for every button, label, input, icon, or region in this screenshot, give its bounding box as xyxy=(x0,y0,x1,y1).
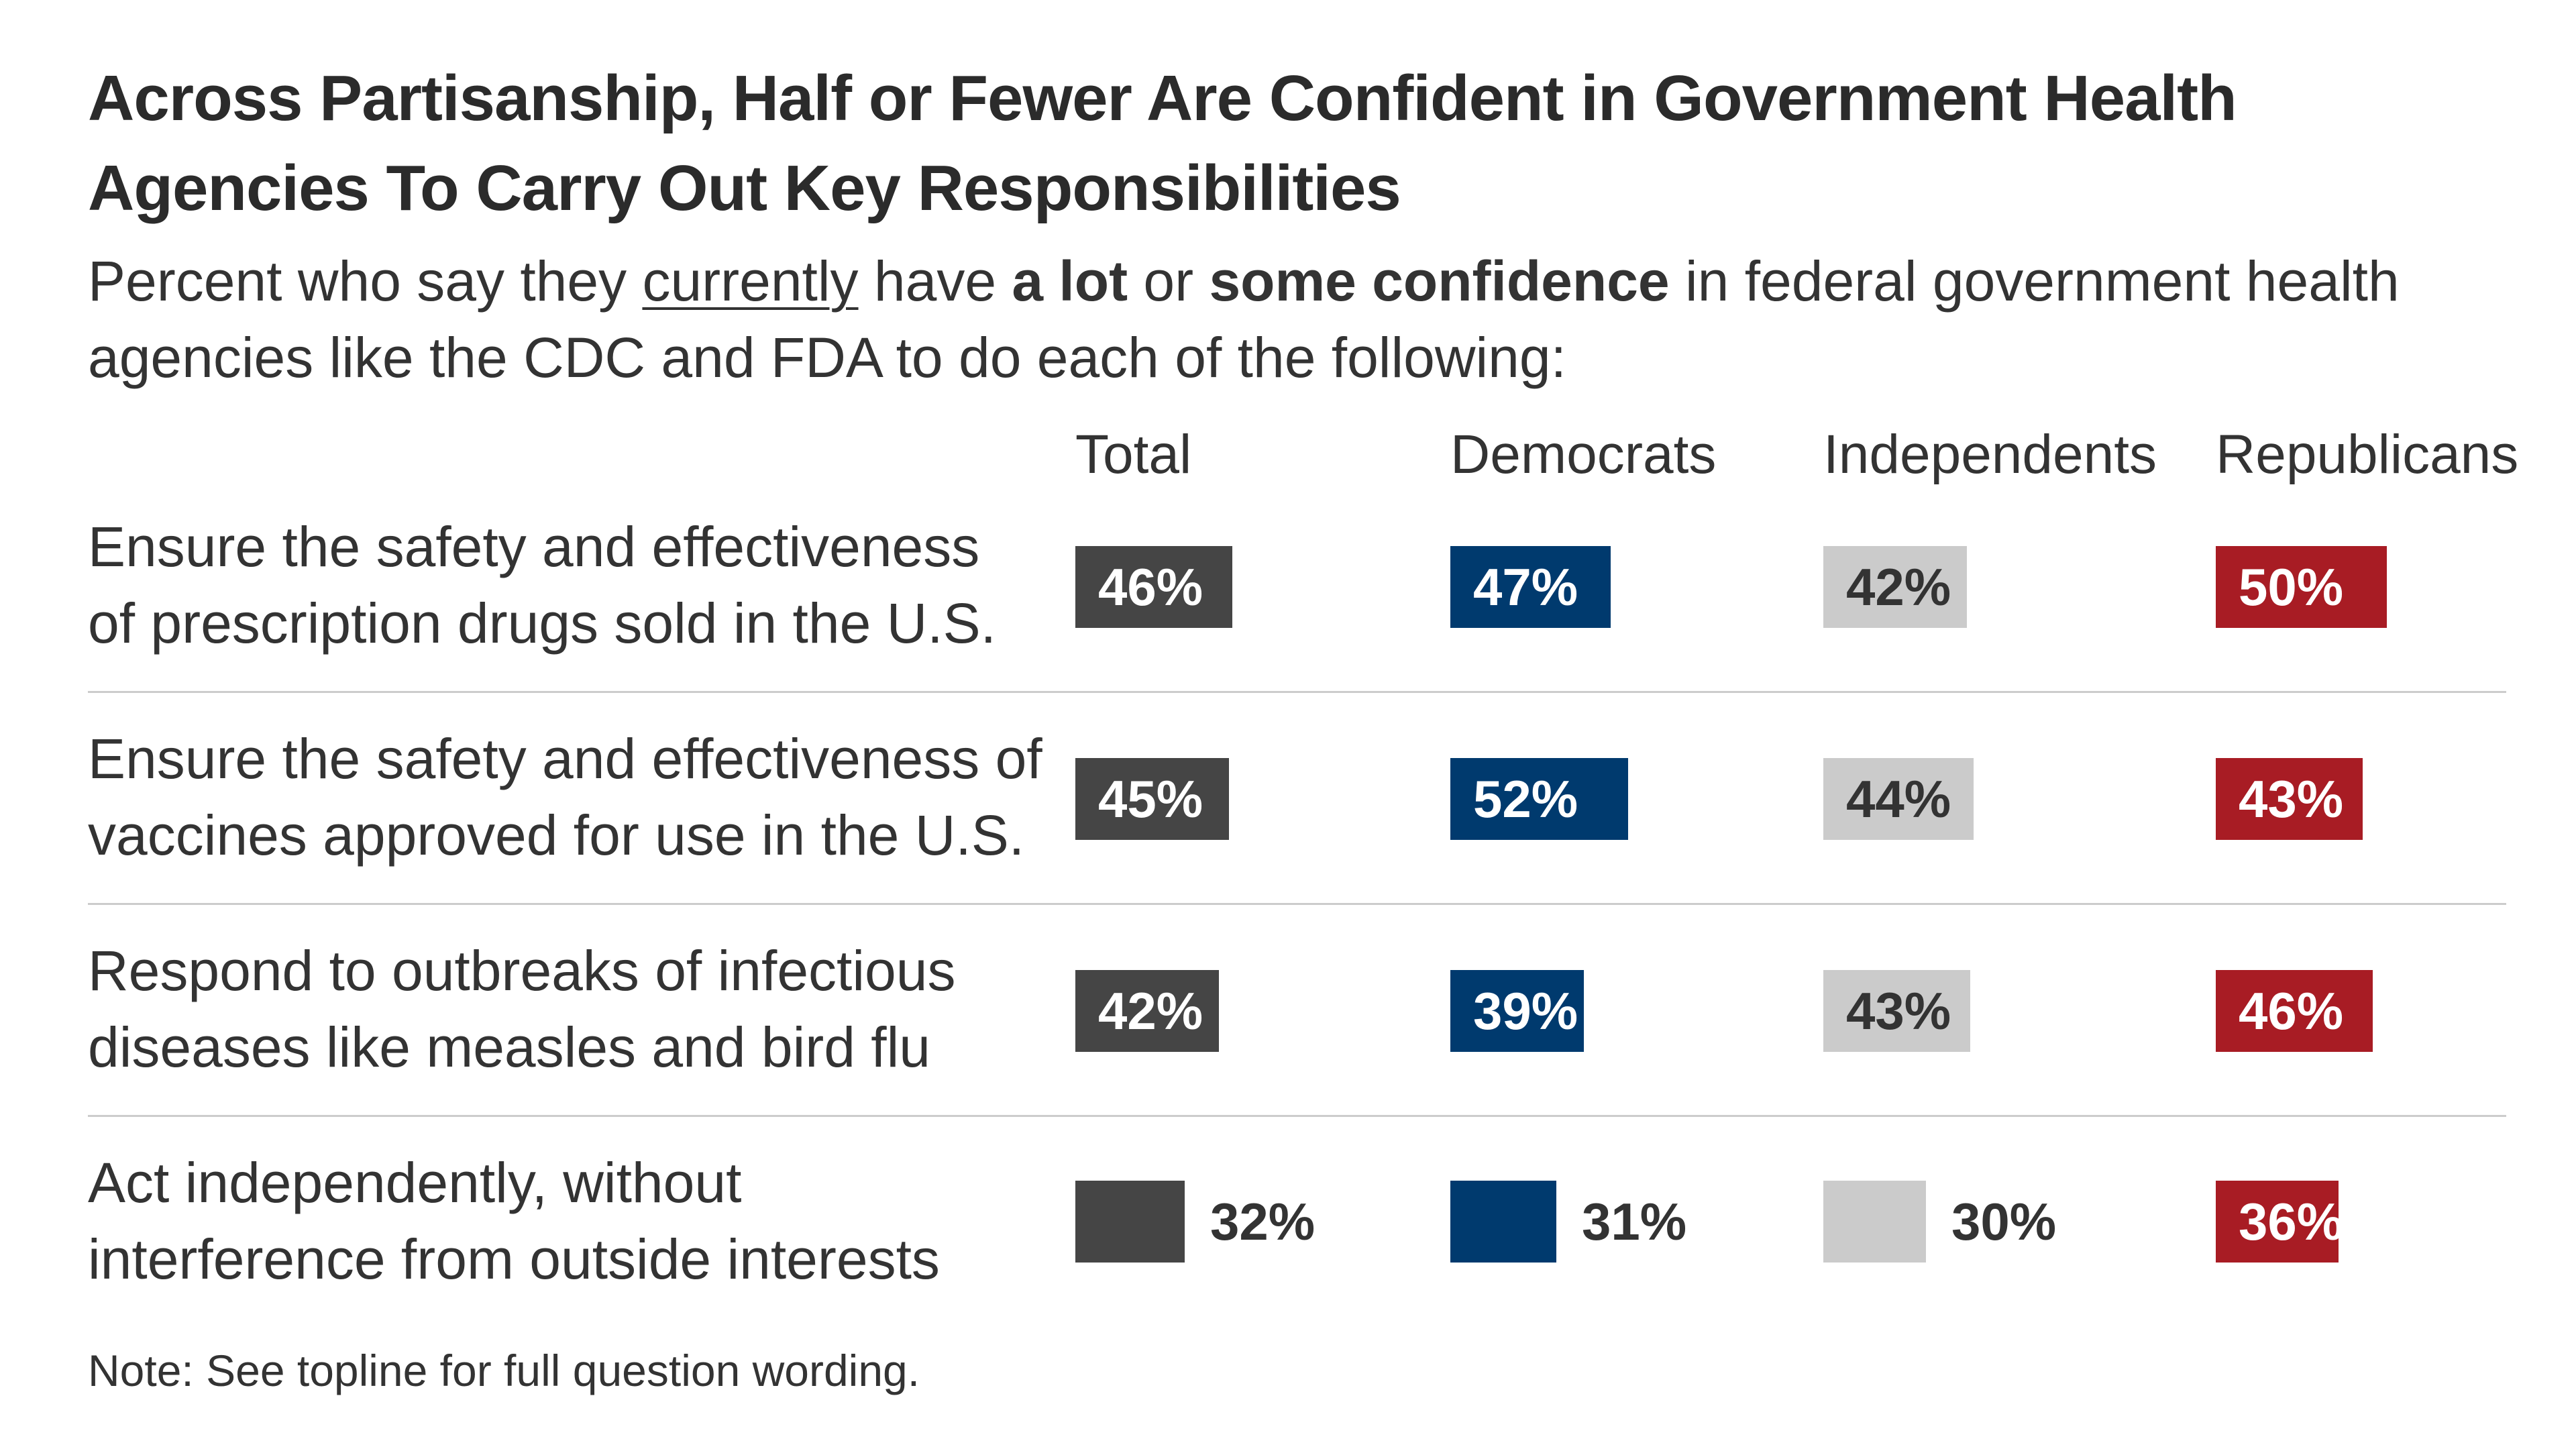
row-label: Act independently, without interference f… xyxy=(88,1144,1061,1297)
bar-democrats xyxy=(1450,546,1611,628)
bar-value-label: 50% xyxy=(2239,557,2344,616)
bar-value-label: 44% xyxy=(1846,769,1951,828)
subtitle-underlined: currently xyxy=(642,250,859,313)
subtitle-text-4: in federal government health agencies li… xyxy=(88,250,2400,389)
bar-independents xyxy=(1823,970,1970,1052)
bar-republicans xyxy=(2216,1181,2339,1263)
bar-value-label: 45% xyxy=(1098,769,1203,828)
column-header-total: Total xyxy=(1075,424,1192,485)
row-label-line: of prescription drugs sold in the U.S. xyxy=(88,592,997,655)
bar-total xyxy=(1075,1181,1185,1263)
subtitle-text-3: or xyxy=(1128,250,1210,313)
bar-value-label: 46% xyxy=(2239,981,2344,1040)
row-label: Respond to outbreaks of infectious diseas… xyxy=(88,932,1061,1085)
row-label-line: diseases like measles and bird flu xyxy=(88,1016,930,1079)
bar-republicans xyxy=(2216,758,2363,840)
bar-total xyxy=(1075,758,1229,840)
subtitle-text-1: Percent who say they xyxy=(88,250,643,313)
row-divider xyxy=(88,691,2506,693)
bar-democrats xyxy=(1450,970,1584,1052)
row-label: Ensure the safety and effectiveness of pr… xyxy=(88,508,1061,661)
column-header-democrats: Democrats xyxy=(1450,424,1717,485)
bar-independents xyxy=(1823,1181,1926,1263)
row-label-line: Ensure the safety and effectiveness of xyxy=(88,727,1042,790)
bar-value-label: 31% xyxy=(1582,1192,1687,1251)
bar-democrats xyxy=(1450,758,1628,840)
bar-republicans xyxy=(2216,970,2373,1052)
chart-subtitle: Percent who say they currently have a lo… xyxy=(88,243,2489,396)
bar-total xyxy=(1075,970,1219,1052)
subtitle-text-2: have xyxy=(858,250,1012,313)
row-label: Ensure the safety and effectiveness of va… xyxy=(88,720,1061,873)
column-header-independents: Independents xyxy=(1823,424,2157,485)
row-divider xyxy=(88,903,2506,905)
row-label-line: interference from outside interests xyxy=(88,1228,940,1291)
subtitle-bold-2: some confidence xyxy=(1209,250,1670,313)
chart-note: Note: See topline for full question word… xyxy=(88,1346,920,1395)
bar-value-label: 43% xyxy=(2239,769,2344,828)
bar-value-label: 39% xyxy=(1473,981,1578,1040)
row-label-line: Act independently, without xyxy=(88,1151,742,1214)
chart-title-line-1: Across Partisanship, Half or Fewer Are C… xyxy=(88,62,2237,134)
bar-value-label: 47% xyxy=(1473,557,1578,616)
row-label-line: Ensure the safety and effectiveness xyxy=(88,515,980,578)
bar-value-label: 32% xyxy=(1210,1192,1316,1251)
chart-title: Across Partisanship, Half or Fewer Are C… xyxy=(88,54,2489,233)
bar-value-label: 36% xyxy=(2239,1192,2344,1251)
bar-democrats xyxy=(1450,1181,1556,1263)
bar-value-label: 52% xyxy=(1473,769,1578,828)
row-label-line: vaccines approved for use in the U.S. xyxy=(88,804,1025,867)
chart-title-line-2: Agencies To Carry Out Key Responsibiliti… xyxy=(88,152,1401,224)
bar-value-label: 30% xyxy=(1951,1192,2057,1251)
bar-republicans xyxy=(2216,546,2387,628)
bar-value-label: 42% xyxy=(1846,557,1951,616)
row-divider xyxy=(88,1115,2506,1117)
bar-value-label: 46% xyxy=(1098,557,1203,616)
bar-value-label: 43% xyxy=(1846,981,1951,1040)
column-header-republicans: Republicans xyxy=(2216,424,2519,485)
bar-independents xyxy=(1823,546,1967,628)
bar-total xyxy=(1075,546,1232,628)
subtitle-bold-1: a lot xyxy=(1012,250,1128,313)
row-label-line: Respond to outbreaks of infectious xyxy=(88,939,956,1002)
bar-independents xyxy=(1823,758,1974,840)
bar-value-label: 42% xyxy=(1098,981,1203,1040)
